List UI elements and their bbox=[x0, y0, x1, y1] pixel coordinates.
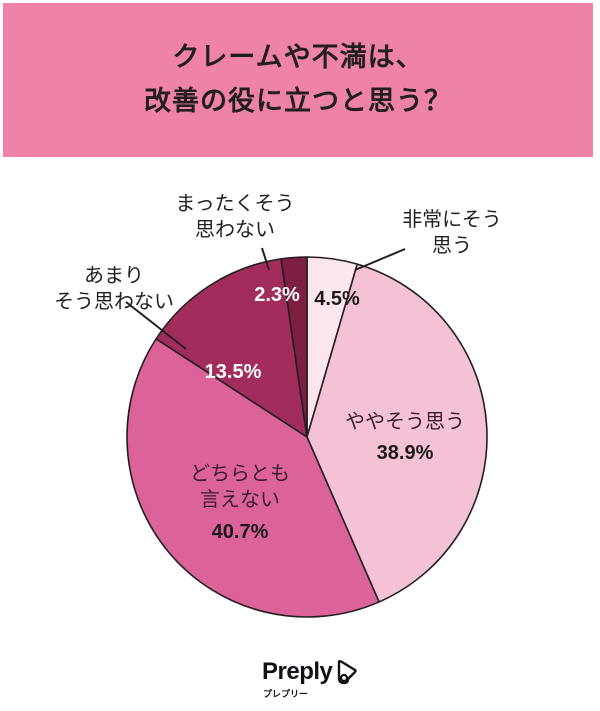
pct-very-agree: 4.5% bbox=[314, 288, 360, 310]
label-very-agree-line1: 非常にそう bbox=[402, 207, 502, 231]
pct-not-much: 13.5% bbox=[204, 361, 262, 383]
leader-line-not-much bbox=[125, 301, 187, 350]
leader-line-very-agree bbox=[354, 248, 406, 271]
slice-somewhat-agree bbox=[306, 263, 488, 603]
label-very-agree-line2: 思う bbox=[432, 233, 472, 257]
brand-kana: プレプリー bbox=[263, 690, 309, 700]
slice-not-at-all bbox=[280, 256, 308, 438]
label-not-at-all-line2: 思わない bbox=[195, 217, 275, 241]
pct-not-at-all: 2.3% bbox=[254, 284, 300, 306]
label-not-much-line2: そう思わない bbox=[54, 289, 174, 313]
label-somewhat-agree: ややそう思う bbox=[330, 408, 480, 434]
preply-logo: Preply プレプリー bbox=[262, 658, 362, 700]
title-line-1: クレームや不満は、 bbox=[172, 42, 424, 73]
pct-somewhat-agree: 38.9% bbox=[376, 442, 434, 464]
preply-logo-icon bbox=[337, 660, 357, 685]
brand-name: Preply bbox=[262, 658, 333, 685]
label-not-much: あまり そう思わない bbox=[34, 262, 194, 314]
leader-line-not-at-all bbox=[261, 247, 270, 271]
slice-neutral bbox=[126, 338, 380, 618]
title-banner: クレームや不満は、 改善の役に立つと思う？ bbox=[3, 3, 593, 157]
label-somewhat-agree-line1: ややそう思う bbox=[345, 409, 465, 433]
label-neutral-line2: 言えない bbox=[200, 487, 280, 511]
pct-neutral: 40.7% bbox=[211, 521, 269, 543]
label-not-much-line1: あまり bbox=[84, 263, 144, 287]
label-neutral-line1: どちらとも bbox=[190, 461, 290, 485]
label-very-agree: 非常にそう 思う bbox=[372, 206, 532, 258]
title-line-2: 改善の役に立つと思う？ bbox=[144, 86, 452, 117]
label-not-at-all: まったくそう 思わない bbox=[160, 190, 310, 242]
label-neutral: どちらとも 言えない bbox=[170, 460, 310, 512]
label-not-at-all-line1: まったくそう bbox=[175, 191, 295, 215]
